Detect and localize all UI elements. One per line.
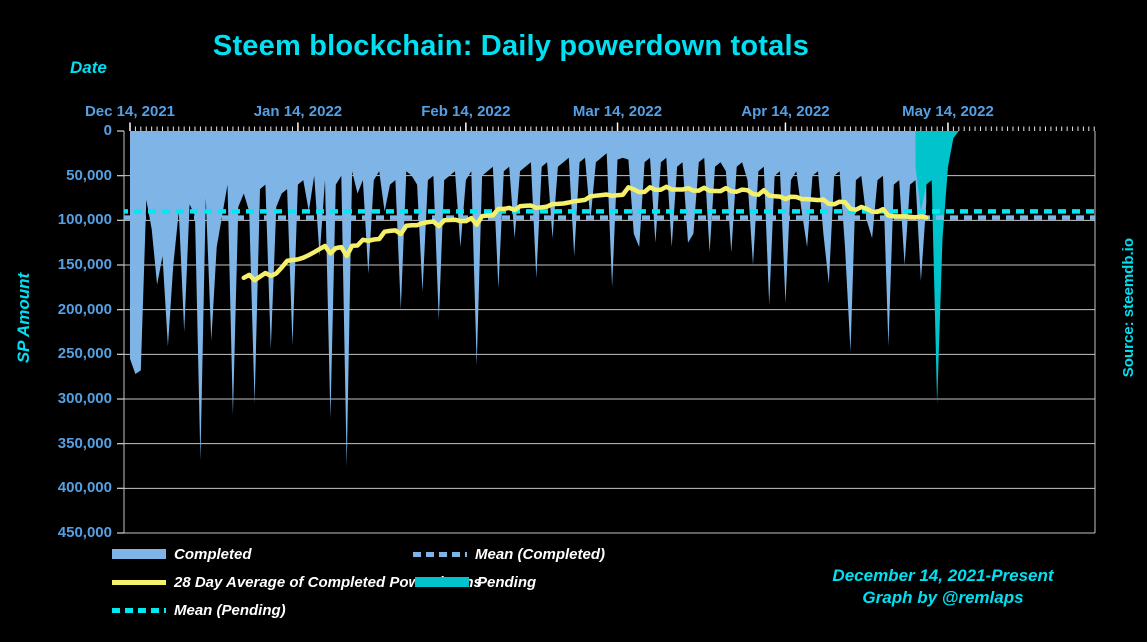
page-title: Steem blockchain: Daily powerdown totals (212, 30, 810, 62)
legend-label: Mean (Completed) (475, 545, 606, 563)
average-28day-line (241, 184, 929, 283)
x-tick-label: Feb 14, 2022 (421, 103, 511, 120)
y-tick-label: 100,000 (57, 211, 112, 229)
y-tick-label: 350,000 (57, 434, 112, 452)
legend-item-28day-average: 28 Day Average of Completed Powerdowns (112, 573, 482, 591)
y-tick-label: 200,000 (57, 300, 112, 318)
legend-label: 28 Day Average of Completed Powerdowns (174, 573, 482, 591)
y-tick-label: 50,000 (66, 166, 112, 184)
completed-swatch (112, 549, 166, 559)
legend-label: Completed (174, 545, 252, 563)
caption-line1: December 14, 2021-Present (832, 566, 1054, 585)
x-axis-title: Date (70, 58, 107, 77)
caption: December 14, 2021-Present Graph by @reml… (812, 565, 1074, 609)
x-tick-label: Jan 14, 2022 (253, 103, 343, 120)
legend-label: Pending (477, 573, 537, 591)
x-tick-label: Dec 14, 2021 (84, 103, 176, 120)
y-tick-label: 400,000 (57, 479, 112, 497)
pending-swatch (415, 577, 469, 587)
legend-item-mean-completed: Mean (Completed) (413, 545, 606, 563)
legend-item-pending: Pending (415, 573, 537, 591)
x-tick-label: Apr 14, 2022 (741, 103, 830, 120)
legend-label: Mean (Pending) (174, 601, 286, 619)
y-tick-label: 250,000 (57, 345, 112, 363)
average-line-swatch (112, 579, 166, 585)
mean-completed-swatch (413, 551, 467, 557)
x-tick-label: May 14, 2022 (902, 103, 994, 120)
x-tick-label: Mar 14, 2022 (572, 103, 663, 120)
source-label: Source: steemdb.io (1120, 238, 1137, 378)
caption-line2: Graph by @remlaps (862, 588, 1024, 607)
y-tick-label: 450,000 (57, 524, 112, 541)
pending-area (915, 131, 959, 405)
legend-item-mean-pending: Mean (Pending) (112, 601, 286, 619)
completed-area (130, 131, 927, 467)
y-tick-label: 150,000 (57, 256, 112, 273)
y-tick-label: 300,000 (57, 390, 112, 407)
legend-item-completed: Completed (112, 545, 252, 563)
mean-pending-swatch (112, 607, 166, 613)
y-tick-label: 0 (103, 122, 112, 139)
